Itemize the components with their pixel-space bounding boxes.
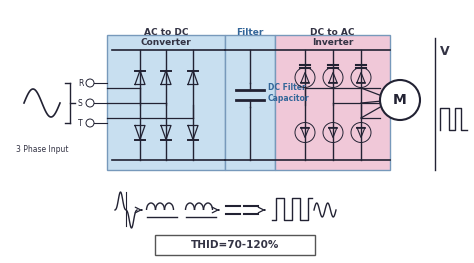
Bar [155, 235, 315, 255]
Text: AC to DC
Converter: AC to DC Converter [141, 28, 191, 47]
Text: T: T [78, 119, 82, 128]
Circle shape [380, 80, 420, 120]
Text: THID=70-120%: THID=70-120% [191, 240, 279, 250]
Text: S: S [78, 99, 83, 108]
Text: V: V [440, 45, 450, 58]
Text: 3 Phase Input: 3 Phase Input [16, 145, 68, 154]
Text: DC to AC
Inverter: DC to AC Inverter [310, 28, 355, 47]
Text: M: M [393, 93, 407, 107]
Bar [225, 35, 275, 170]
Text: Filter: Filter [237, 28, 264, 37]
Bar [107, 35, 225, 170]
Text: R: R [78, 78, 83, 88]
Text: DC Filter
Capacitor: DC Filter Capacitor [268, 83, 310, 103]
Bar [275, 35, 390, 170]
